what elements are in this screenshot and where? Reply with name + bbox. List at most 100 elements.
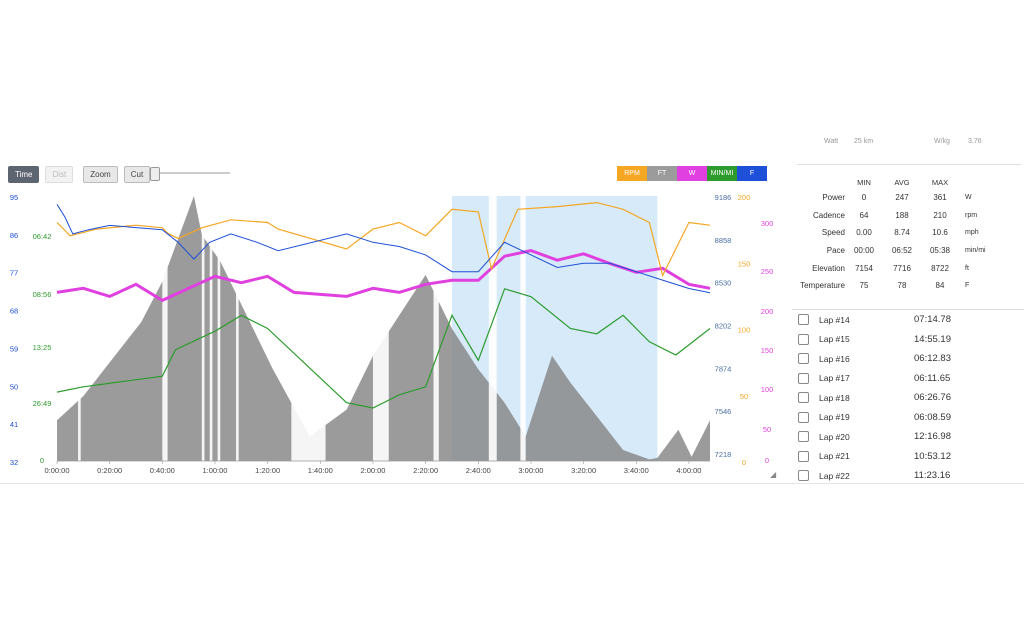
stats-header-max: MAX <box>931 177 949 187</box>
x-tick-label: 0:00:00 <box>44 466 69 475</box>
zoom-slider[interactable] <box>150 167 230 181</box>
elev-tick-label: 7874 <box>715 364 732 373</box>
stats-label: Pace <box>826 246 845 256</box>
lap-name: Lap #19 <box>819 412 850 423</box>
lap-time: 06:26.76 <box>914 392 951 404</box>
zoom-button[interactable]: Zoom <box>83 165 118 183</box>
lap-checkbox[interactable] <box>798 333 809 345</box>
lap-time: 14:55.19 <box>914 333 951 345</box>
lap-checkbox[interactable] <box>798 431 809 443</box>
series-rpm-line <box>56 201 711 278</box>
stats-row-power: Power 0 247 361 W <box>793 189 995 207</box>
legend-temp[interactable]: F <box>737 166 767 181</box>
x-tick-label: 1:40:00 <box>308 466 333 475</box>
stats-label: Power <box>822 193 845 203</box>
stats-avg: 8.74 <box>894 228 910 238</box>
stats-row-elevation: Elevation 7154 7716 8722 ft <box>793 259 995 277</box>
stats-avg: 7716 <box>893 263 911 273</box>
pace-tick-label: 26:49 <box>33 399 52 408</box>
watt-tick-label: 200 <box>761 307 774 316</box>
stats-max: 210 <box>933 210 947 220</box>
x-tick-label: 0:20:00 <box>97 466 122 475</box>
lap-time: 06:12.83 <box>914 353 951 365</box>
stats-row-pace: Pace 00:00 06:52 05:38 min/mi <box>793 242 995 260</box>
pace-tick-label: 0 <box>40 456 44 465</box>
lap-row-20[interactable]: Lap #20 12:16.98 <box>792 427 1024 447</box>
watt-tick-label: 0 <box>765 456 769 465</box>
dist-button[interactable]: Dist <box>45 165 74 183</box>
lap-checkbox[interactable] <box>798 411 809 423</box>
cut-button[interactable]: Cut <box>123 165 151 183</box>
data-gap <box>433 196 439 461</box>
stats-min: 0 <box>861 193 867 203</box>
elev-tick-label: 8858 <box>715 236 732 245</box>
watt-tick-label: 50 <box>763 425 771 434</box>
stats-header-row: MIN AVG MAX <box>793 175 995 189</box>
stats-max: 10.6 <box>932 228 948 238</box>
lap-checkbox[interactable] <box>798 372 809 384</box>
lap-row-14[interactable]: Lap #14 07:14.78 <box>792 310 1024 330</box>
lap-row-18[interactable]: Lap #18 06:26.76 <box>792 388 1024 408</box>
lap-checkbox[interactable] <box>798 314 809 326</box>
lap-checkbox[interactable] <box>798 353 809 365</box>
stats-label: Temperature <box>800 281 845 291</box>
elev-tick-label: 8530 <box>715 279 732 288</box>
temp-tick-label: 68 <box>10 307 18 316</box>
x-tick-label: 4:00:00 <box>676 466 701 475</box>
stats-unit: W <box>965 194 972 202</box>
time-button[interactable]: Time <box>8 165 40 183</box>
data-gap <box>236 196 239 461</box>
stats-avg: 188 <box>895 210 909 220</box>
summary-top: Watt 25 km W/kg 3.76 <box>792 130 1020 160</box>
lap-row-22[interactable]: Lap #22 11:23.16 <box>792 466 1024 482</box>
legend-ft[interactable]: FT <box>647 166 677 181</box>
data-gap <box>520 196 526 461</box>
watt-tick-label: 250 <box>761 267 774 276</box>
lap-time: 11:23.16 <box>914 470 951 482</box>
legend-pace[interactable]: MIN/MI <box>707 166 737 181</box>
stats-unit: F <box>965 282 970 290</box>
lap-name: Lap #15 <box>819 334 850 345</box>
stats-unit: mph <box>965 229 979 237</box>
rpm-tick-label: 50 <box>740 392 748 401</box>
stats-row-speed: Speed 0.00 8.74 10.6 mph <box>793 224 995 242</box>
resize-handle-icon[interactable]: ◢ <box>770 470 777 479</box>
slider-thumb[interactable] <box>150 167 160 181</box>
temp-tick-label: 77 <box>10 269 18 278</box>
x-tick-label: 3:20:00 <box>571 466 596 475</box>
lap-name: Lap #14 <box>819 314 850 325</box>
series-f-line <box>56 204 711 294</box>
pace-tick-label: 06:42 <box>33 232 52 241</box>
elev-tick-label: 7546 <box>715 407 732 416</box>
chart-toolbar: Time Dist Zoom Cut <box>8 165 151 183</box>
temp-tick-label: 86 <box>10 231 18 240</box>
lap-time: 12:16.98 <box>914 431 951 443</box>
summary-top-left-value: 25 km <box>854 138 874 145</box>
legend-w[interactable]: W <box>677 166 707 181</box>
lap-row-17[interactable]: Lap #17 06:11.65 <box>792 369 1024 389</box>
lap-checkbox[interactable] <box>798 470 809 482</box>
lap-time: 06:11.65 <box>914 372 951 384</box>
stats-header-avg: AVG <box>894 177 910 187</box>
x-tick-label: 3:00:00 <box>518 466 543 475</box>
lap-row-16[interactable]: Lap #16 06:12.83 <box>792 349 1024 369</box>
stats-max: 361 <box>933 193 947 203</box>
lap-checkbox[interactable] <box>798 450 809 462</box>
lap-row-21[interactable]: Lap #21 10:53.12 <box>792 447 1024 467</box>
stats-avg: 247 <box>895 193 909 203</box>
data-gap <box>201 196 205 461</box>
lap-row-19[interactable]: Lap #19 06:08.59 <box>792 408 1024 428</box>
summary-top-right-value: 3.76 <box>968 138 982 145</box>
elev-tick-label: 7218 <box>715 450 732 459</box>
temp-tick-label: 95 <box>10 193 18 202</box>
activity-chart[interactable]: 0:00:00 0:20:00 0:40:00 1:00:00 1:20:00 1:40:… <box>0 186 790 486</box>
lap-time: 07:14.78 <box>914 314 951 326</box>
lap-row-15[interactable]: Lap #15 14:55.19 <box>792 330 1024 350</box>
stats-label: Cadence <box>812 210 845 220</box>
laps-list[interactable]: Lap #14 07:14.78 Lap #15 14:55.19 Lap #16 0… <box>792 309 1024 482</box>
lap-name: Lap #21 <box>819 451 850 462</box>
data-gap <box>488 196 497 461</box>
stats-row-cadence: Cadence 64 188 210 rpm <box>793 207 995 225</box>
lap-checkbox[interactable] <box>798 392 809 404</box>
legend-rpm[interactable]: RPM <box>617 166 647 181</box>
